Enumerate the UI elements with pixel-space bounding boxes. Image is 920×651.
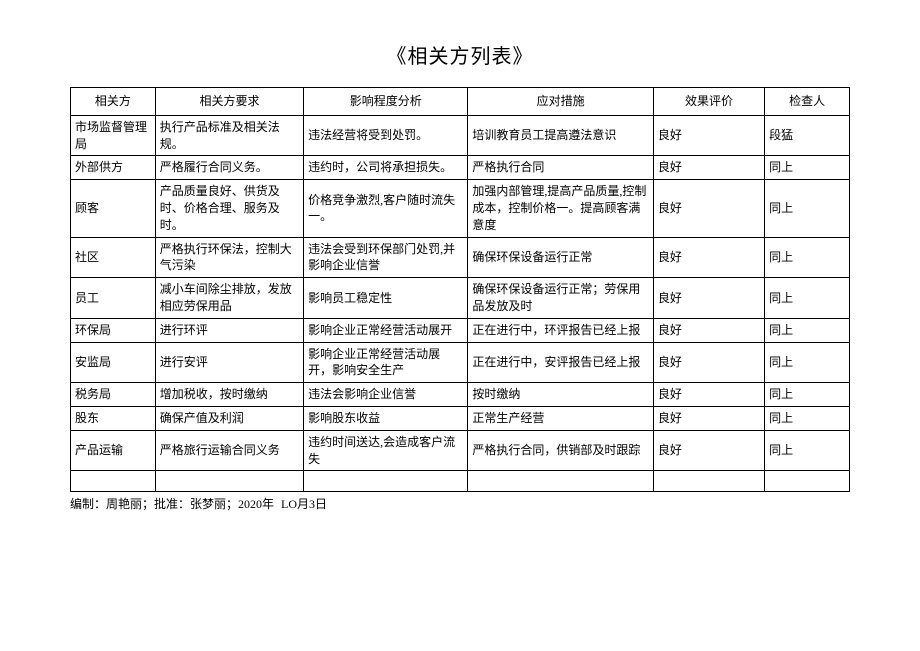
cell: 段猛 xyxy=(765,115,850,156)
table-row: 环保局 进行环评 影响企业正常经营活动展开 正在进行中，环评报告已经上报 良好 … xyxy=(71,318,850,342)
cell: 税务局 xyxy=(71,383,156,407)
cell: 安监局 xyxy=(71,342,156,383)
page-container: 《相关方列表》 相关方 相关方要求 影响程度分析 应对措施 效果评价 检查人 市… xyxy=(0,0,920,651)
cell: 良好 xyxy=(653,115,764,156)
cell: 确保环保设备运行正常；劳保用品发放及时 xyxy=(468,278,653,319)
cell: 影响企业正常经营活动展开 xyxy=(304,318,468,342)
cell: 顾客 xyxy=(71,180,156,237)
cell-empty xyxy=(765,471,850,492)
cell: 市场监督管理局 xyxy=(71,115,156,156)
table-row: 顾客 产品质量良好、供货及时、价格合理、服务及时。 价格竞争激烈,客户随时流失一… xyxy=(71,180,850,237)
table-row: 税务局 增加税收，按时缴纳 违法会影响企业信誉 按时缴纳 良好 同上 xyxy=(71,383,850,407)
table-row: 股东 确保产值及利润 影响股东收益 正常生产经营 良好 同上 xyxy=(71,406,850,430)
cell: 同上 xyxy=(765,430,850,471)
cell: 正常生产经营 xyxy=(468,406,653,430)
table-row: 安监局 进行安评 影响企业正常经营活动展开，影响安全生产 正在进行中，安评报告已… xyxy=(71,342,850,383)
table-body: 市场监督管理局 执行产品标准及相关法规。 违法经营将受到处罚。 培训教育员工提高… xyxy=(71,115,850,492)
cell: 违法会影响企业信誉 xyxy=(304,383,468,407)
cell: 价格竞争激烈,客户随时流失一。 xyxy=(304,180,468,237)
cell: 减小车间除尘排放，发放相应劳保用品 xyxy=(155,278,303,319)
cell-empty xyxy=(468,471,653,492)
footer-text-1: 编制：周艳丽；批准：张梦丽；2020年 xyxy=(70,497,274,511)
col-header: 效果评价 xyxy=(653,88,764,116)
cell: 同上 xyxy=(765,318,850,342)
table-row-empty xyxy=(71,471,850,492)
col-header: 检查人 xyxy=(765,88,850,116)
cell: 培训教育员工提高遵法意识 xyxy=(468,115,653,156)
cell: 违约时，公司将承担损失。 xyxy=(304,156,468,180)
cell: 影响员工稳定性 xyxy=(304,278,468,319)
cell: 加强内部管理,提高产品质量,控制成本，控制价格一。提高顾客满意度 xyxy=(468,180,653,237)
cell: 同上 xyxy=(765,342,850,383)
cell: 良好 xyxy=(653,180,764,237)
cell: 正在进行中，安评报告已经上报 xyxy=(468,342,653,383)
cell: 良好 xyxy=(653,156,764,180)
cell: 执行产品标准及相关法规。 xyxy=(155,115,303,156)
cell: 社区 xyxy=(71,237,156,278)
cell: 增加税收，按时缴纳 xyxy=(155,383,303,407)
col-header: 应对措施 xyxy=(468,88,653,116)
cell: 影响股东收益 xyxy=(304,406,468,430)
cell: 同上 xyxy=(765,406,850,430)
cell: 进行环评 xyxy=(155,318,303,342)
cell: 产品运输 xyxy=(71,430,156,471)
cell: 员工 xyxy=(71,278,156,319)
cell: 违法会受到环保部门处罚,并影响企业信誉 xyxy=(304,237,468,278)
cell: 环保局 xyxy=(71,318,156,342)
cell: 影响企业正常经营活动展开，影响安全生产 xyxy=(304,342,468,383)
col-header: 相关方要求 xyxy=(155,88,303,116)
cell: 严格执行环保法，控制大气污染 xyxy=(155,237,303,278)
cell-empty xyxy=(71,471,156,492)
cell: 严格执行合同 xyxy=(468,156,653,180)
cell: 良好 xyxy=(653,318,764,342)
cell: 股东 xyxy=(71,406,156,430)
cell: 正在进行中，环评报告已经上报 xyxy=(468,318,653,342)
table-header: 相关方 相关方要求 影响程度分析 应对措施 效果评价 检查人 xyxy=(71,88,850,116)
cell: 严格履行合同义务。 xyxy=(155,156,303,180)
cell: 严格旅行运输合同义务 xyxy=(155,430,303,471)
cell: 良好 xyxy=(653,430,764,471)
table-row: 外部供方 严格履行合同义务。 违约时，公司将承担损失。 严格执行合同 良好 同上 xyxy=(71,156,850,180)
cell: 良好 xyxy=(653,278,764,319)
cell: 同上 xyxy=(765,383,850,407)
table-row: 社区 严格执行环保法，控制大气污染 违法会受到环保部门处罚,并影响企业信誉 确保… xyxy=(71,237,850,278)
cell: 按时缴纳 xyxy=(468,383,653,407)
table-row: 员工 减小车间除尘排放，发放相应劳保用品 影响员工稳定性 确保环保设备运行正常；… xyxy=(71,278,850,319)
table-row: 产品运输 严格旅行运输合同义务 违约时间送达,会造成客户流失 严格执行合同，供销… xyxy=(71,430,850,471)
footer-text-2: LO月3日 xyxy=(281,495,327,512)
stakeholder-table: 相关方 相关方要求 影响程度分析 应对措施 效果评价 检查人 市场监督管理局 执… xyxy=(70,87,850,492)
cell-empty xyxy=(653,471,764,492)
page-title: 《相关方列表》 xyxy=(70,40,850,69)
cell-empty xyxy=(304,471,468,492)
cell: 良好 xyxy=(653,383,764,407)
cell: 良好 xyxy=(653,237,764,278)
cell: 产品质量良好、供货及时、价格合理、服务及时。 xyxy=(155,180,303,237)
col-header: 相关方 xyxy=(71,88,156,116)
col-header: 影响程度分析 xyxy=(304,88,468,116)
cell: 同上 xyxy=(765,237,850,278)
cell: 严格执行合同，供销部及时跟踪 xyxy=(468,430,653,471)
cell: 良好 xyxy=(653,406,764,430)
cell: 进行安评 xyxy=(155,342,303,383)
cell: 确保环保设备运行正常 xyxy=(468,237,653,278)
footer-line: 编制：周艳丽；批准：张梦丽；2020年 LO月3日 xyxy=(70,495,850,512)
cell: 外部供方 xyxy=(71,156,156,180)
cell: 同上 xyxy=(765,278,850,319)
cell: 良好 xyxy=(653,342,764,383)
cell-empty xyxy=(155,471,303,492)
cell: 确保产值及利润 xyxy=(155,406,303,430)
cell: 同上 xyxy=(765,156,850,180)
cell: 违约时间送达,会造成客户流失 xyxy=(304,430,468,471)
cell: 违法经营将受到处罚。 xyxy=(304,115,468,156)
table-row: 市场监督管理局 执行产品标准及相关法规。 违法经营将受到处罚。 培训教育员工提高… xyxy=(71,115,850,156)
cell: 同上 xyxy=(765,180,850,237)
